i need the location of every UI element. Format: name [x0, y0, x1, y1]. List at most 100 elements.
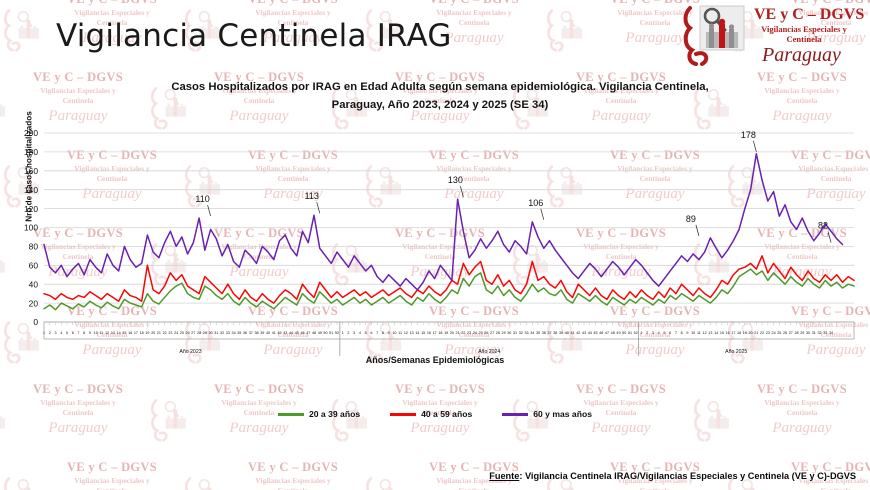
watermark-emblem-icon	[3, 9, 40, 52]
x-axis-week-label: 27	[490, 331, 494, 335]
watermark-title: VE y C – DGVS	[575, 382, 667, 396]
x-axis-week-label: 2	[49, 331, 51, 335]
x-axis-week-label: 50	[622, 331, 626, 335]
watermark-country: Paraguay	[48, 420, 108, 436]
x-axis-week-label: 49	[318, 331, 322, 335]
x-axis-week-label: 22	[163, 331, 167, 335]
legend-item[interactable]: 20 a 39 años	[277, 409, 361, 419]
watermark-title: VE y C – DGVS	[44, 0, 180, 7]
x-axis-title: Años/Semanas Epidemiológicas	[365, 355, 505, 365]
x-axis-week-label: 32	[519, 331, 523, 335]
x-axis-week-label: 34	[829, 331, 833, 335]
y-axis-tick-label: 120	[24, 204, 38, 214]
x-axis-week-label: 5	[663, 331, 665, 335]
x-axis-week-label: 21	[754, 331, 758, 335]
series-line-20-a-39-años	[43, 268, 855, 311]
data-label: 130	[448, 175, 463, 185]
watermark-emblem-icon	[512, 399, 549, 442]
legend-label: 20 a 39 años	[308, 409, 361, 419]
watermark-emblem-icon	[331, 399, 368, 442]
x-axis-week-label: 9	[686, 331, 688, 335]
x-axis-week-label: 29	[502, 331, 506, 335]
legend-swatch-icon	[502, 412, 529, 416]
legend-item[interactable]: 60 y mas años	[502, 409, 592, 419]
x-axis-week-label: 17	[731, 331, 735, 335]
chart-subtitle-line2: Paraguay, Año 2023, 2024 y 2025 (SE 34)	[331, 99, 549, 111]
x-axis-week-label: 18	[438, 331, 442, 335]
x-axis-week-label: 30	[507, 331, 511, 335]
x-axis-week-label: 10	[94, 331, 98, 335]
x-axis-week-label: 3	[652, 331, 654, 335]
watermark-text: VE y C – DGVS Vigilancias Especiales yCen…	[44, 460, 180, 490]
logo-subtitle-line2: Centinela	[786, 34, 822, 44]
legend-item[interactable]: 40 a 59 años	[390, 409, 472, 419]
logo-country: Paraguay	[762, 44, 841, 66]
x-axis-week-label: 7	[675, 331, 677, 335]
data-label: 106	[528, 198, 543, 208]
x-axis-week-label: 8	[382, 331, 384, 335]
x-axis-year-label: Año 2024	[478, 349, 500, 355]
x-axis-week-label: 6	[370, 331, 372, 335]
x-axis-week-label: 13	[708, 331, 712, 335]
x-axis-week-label: 34	[232, 331, 236, 335]
x-axis-week-label: 23	[168, 331, 172, 335]
x-axis-week-label: 26	[783, 331, 787, 335]
x-axis-week-label: 7	[77, 331, 79, 335]
x-axis-week-label: 37	[547, 331, 551, 335]
watermark-title: VE y C – DGVS	[213, 382, 305, 396]
x-axis-week-label: 42	[576, 331, 580, 335]
x-axis-week-label: 47	[605, 331, 609, 335]
watermark-title: VE y C – DGVS	[66, 460, 158, 474]
data-label: 110	[195, 194, 209, 204]
x-axis-week-label: 32	[220, 331, 224, 335]
x-axis-week-label: 4	[658, 331, 660, 335]
x-axis-week-label: 48	[312, 331, 316, 335]
logo-subtitle-line1: Vigilancias Especiales y	[761, 24, 847, 34]
x-axis-week-label: 10	[691, 331, 695, 335]
x-axis-week-label: 33	[226, 331, 230, 335]
chart-subtitle: Casos Hospitalizados por IRAG en Edad Ad…	[120, 78, 760, 114]
x-axis-week-label: 51	[329, 331, 333, 335]
x-axis-week-label: 8	[83, 331, 85, 335]
x-axis-week-label: 39	[260, 331, 264, 335]
x-axis-week-label: 5	[365, 331, 367, 335]
watermark-emblem-icon	[365, 477, 393, 490]
data-label: 82	[818, 221, 828, 231]
x-axis-week-label: 15	[421, 331, 425, 335]
x-axis-week-label: 15	[122, 331, 126, 335]
x-axis-week-label: 31	[513, 331, 517, 335]
y-axis-tick-label: 40	[29, 279, 39, 289]
x-axis-week-label: 23	[467, 331, 471, 335]
x-axis-week-label: 27	[789, 331, 793, 335]
x-axis-week-label: 47	[306, 331, 310, 335]
x-axis-week-label: 22	[461, 331, 465, 335]
x-axis-week-label: 2	[347, 331, 349, 335]
watermark-title: VE y C – DGVS	[394, 382, 486, 396]
source-footer: Fuente: Vigilancia Centinela IRAG/Vigila…	[489, 471, 856, 481]
x-axis-week-label: 48	[611, 331, 615, 335]
x-axis-week-label: 3	[54, 331, 56, 335]
x-axis-week-label: 3	[353, 331, 355, 335]
x-axis-week-label: 24	[174, 331, 178, 335]
watermark-emblem-icon	[546, 9, 583, 52]
x-axis-week-label: 1	[43, 331, 45, 335]
series-line-40-a-59-años	[43, 255, 855, 304]
x-axis-week-label: 28	[794, 331, 798, 335]
x-axis-week-label: 28	[496, 331, 500, 335]
x-axis-week-label: 19	[145, 331, 149, 335]
x-axis-week-label: 11	[398, 331, 402, 335]
watermark-title: VE y C – DGVS	[225, 0, 361, 7]
x-axis-week-label: 5	[66, 331, 68, 335]
x-axis-week-label: 16	[726, 331, 730, 335]
x-axis-week-label: 12	[703, 331, 707, 335]
x-axis-week-label: 45	[593, 331, 597, 335]
x-axis-week-label: 11	[697, 331, 701, 335]
x-axis-week-label: 18	[140, 331, 144, 335]
x-axis-week-label: 4	[60, 331, 62, 335]
x-axis-week-label: 34	[530, 331, 534, 335]
legend-swatch-icon	[277, 412, 304, 416]
